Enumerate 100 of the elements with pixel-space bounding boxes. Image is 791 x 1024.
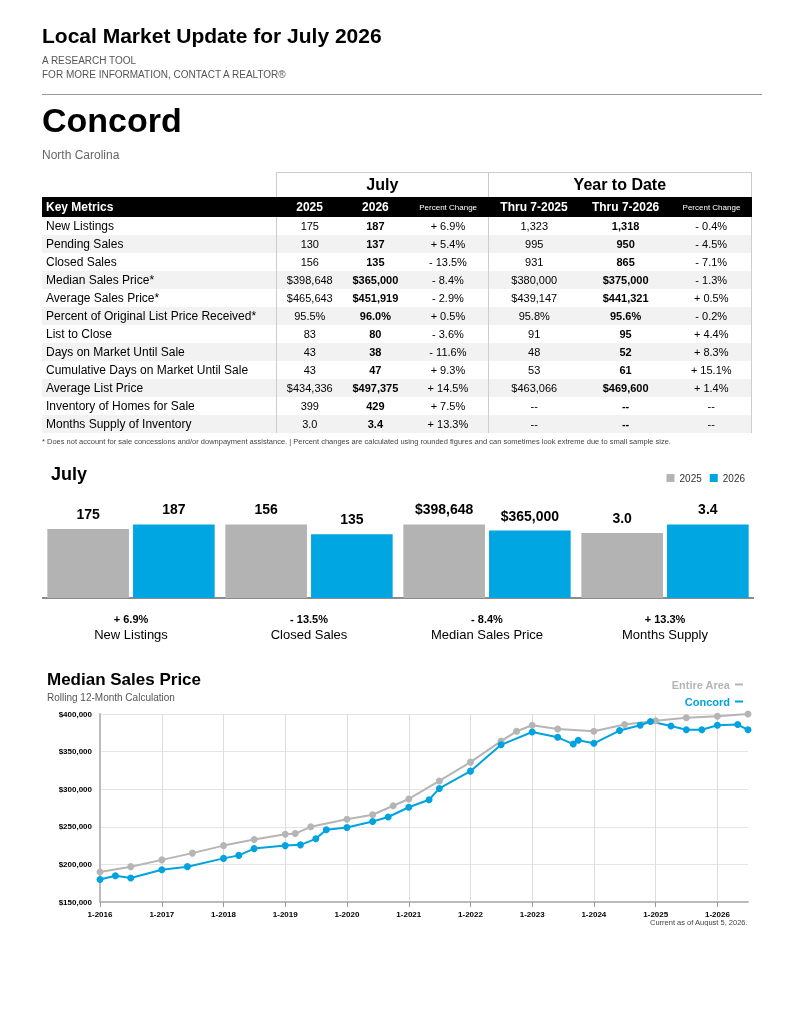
data-label: 135 (340, 511, 364, 528)
category-label: New Listings (46, 219, 115, 233)
text: Local Market Update for July 2026 (42, 24, 383, 48)
point (682, 714, 690, 722)
category-label: 2025 (276, 197, 343, 217)
point (158, 856, 166, 864)
text: Key Metrics (42, 197, 277, 217)
data-label: $398,648 (414, 501, 474, 518)
text: Year to Date (488, 172, 752, 197)
text: -- (530, 418, 538, 430)
y-tick-label: $350,000 (58, 747, 93, 757)
x-tick-label: 1-2025 (643, 909, 669, 919)
data-label: 3.0 (612, 510, 633, 527)
point (250, 836, 258, 844)
x-axis-title: Closed Sales (270, 627, 348, 642)
text: Concord (42, 101, 183, 140)
text: + 0.5% (430, 310, 466, 322)
text: $469,600 (602, 382, 649, 394)
text: 43 (303, 346, 316, 358)
x-tick-label: 1-2024 (581, 909, 607, 919)
category-label: Pending Sales (46, 237, 124, 251)
point (569, 740, 577, 748)
point (281, 830, 289, 838)
x-tick-label: 1-2020 (334, 909, 360, 919)
text: - 8.4% (432, 274, 464, 286)
text: 61 (619, 364, 632, 376)
x-tick-label: 1-2017 (149, 909, 175, 919)
point (621, 721, 629, 729)
point (435, 777, 443, 785)
text: 53 (528, 364, 541, 376)
text: 931 (525, 256, 544, 268)
x-tick-label: 1-2019 (272, 909, 299, 919)
text: 3.4 (367, 418, 384, 430)
category-label: Average Sales Price* (46, 291, 160, 305)
text: + 8.3% (693, 346, 729, 358)
text: + 9.3% (430, 364, 466, 376)
point (682, 726, 690, 734)
text: $463,066 (511, 382, 558, 394)
y-tick-label: $250,000 (58, 822, 93, 832)
y-tick-label: $200,000 (58, 859, 93, 869)
text: 43 (303, 364, 316, 376)
x-tick-label: 1-2016 (87, 909, 113, 919)
point (250, 845, 258, 853)
category-label: List to Close (46, 327, 113, 341)
point (554, 733, 562, 741)
point (343, 824, 351, 832)
point (554, 725, 562, 733)
text: - 7.1% (695, 256, 728, 268)
text: 137 (366, 238, 385, 250)
text: $365,000 (352, 274, 399, 286)
x-tick-label: 1-2023 (519, 909, 546, 919)
text: 83 (303, 328, 316, 340)
text: 48 (528, 346, 541, 358)
point (636, 721, 644, 729)
point (574, 736, 582, 744)
x-axis-title: Median Sales Price (431, 627, 543, 642)
point (188, 849, 196, 857)
text: 95.6% (610, 310, 642, 322)
point (713, 712, 721, 720)
text: North Carolina (42, 148, 121, 162)
text: + 13.3% (644, 612, 686, 625)
text: -- (707, 400, 715, 412)
point (528, 728, 536, 736)
x-tick-label: 1-2021 (396, 909, 422, 919)
text: + 7.5% (430, 400, 466, 412)
text: -- (530, 400, 538, 412)
category-label: Percent Change (408, 197, 489, 217)
point (127, 863, 135, 871)
text: 175 (300, 220, 319, 232)
legend-label: 2025 (679, 472, 703, 484)
text: $375,000 (602, 274, 649, 286)
point (281, 842, 289, 850)
text: 995 (525, 238, 544, 250)
point (590, 727, 598, 735)
chart-title: July (51, 464, 88, 484)
point (369, 811, 377, 819)
point (220, 842, 228, 850)
text: 96.0% (359, 310, 391, 322)
text: + 13.3% (427, 418, 469, 430)
point (322, 826, 330, 834)
text: + 6.9% (430, 220, 466, 232)
text: - 0.4% (695, 220, 728, 232)
point (111, 872, 119, 880)
category-label: Cumulative Days on Market Until Sale (46, 363, 249, 377)
legend-label: Entire Area (671, 678, 731, 691)
point (127, 874, 135, 882)
point (235, 851, 243, 859)
point (734, 721, 742, 729)
text: $434,336 (286, 382, 333, 394)
data-label: 3.4 (698, 501, 718, 518)
text: 91 (528, 328, 541, 340)
text: 156 (300, 256, 319, 268)
point (425, 796, 433, 804)
text: July (276, 172, 489, 197)
text: 47 (369, 364, 382, 376)
data-label: 175 (76, 506, 101, 523)
text: 429 (366, 400, 385, 412)
text: - 8.4% (471, 612, 504, 625)
category-label: Median Sales Price* (46, 273, 155, 287)
text: $441,321 (602, 292, 649, 304)
